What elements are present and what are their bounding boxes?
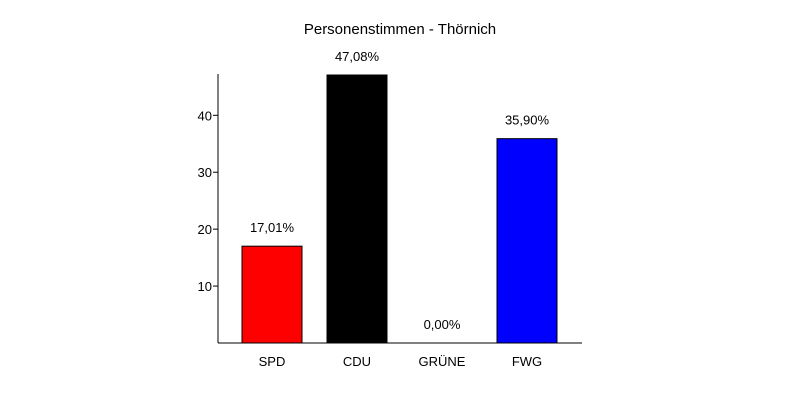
bar-cdu	[326, 74, 388, 344]
value-label-fwg: 35,90%	[505, 113, 550, 128]
bar-fwg	[496, 138, 558, 344]
bars-group	[241, 74, 558, 344]
y-tick-label: 30	[198, 165, 212, 180]
category-label-spd: SPD	[259, 354, 286, 369]
bar-spd	[241, 245, 303, 344]
y-tick-label: 20	[198, 222, 212, 237]
category-labels-group: SPD CDU GRÜNE FWG	[259, 354, 543, 369]
value-labels-group: 17,01% 47,08% 0,00% 35,90%	[250, 49, 550, 332]
chart-title: Personenstimmen - Thörnich	[304, 21, 496, 38]
category-label-grüne: GRÜNE	[419, 354, 466, 369]
y-axis-ticks: 10 20 30 40	[198, 108, 218, 294]
value-label-spd: 17,01%	[250, 220, 295, 235]
category-label-fwg: FWG	[512, 354, 542, 369]
y-tick-label: 10	[198, 279, 212, 294]
category-label-cdu: CDU	[343, 354, 371, 369]
value-label-grüne: 0,00%	[424, 317, 461, 332]
value-label-cdu: 47,08%	[335, 49, 380, 64]
y-tick-label: 40	[198, 108, 212, 123]
